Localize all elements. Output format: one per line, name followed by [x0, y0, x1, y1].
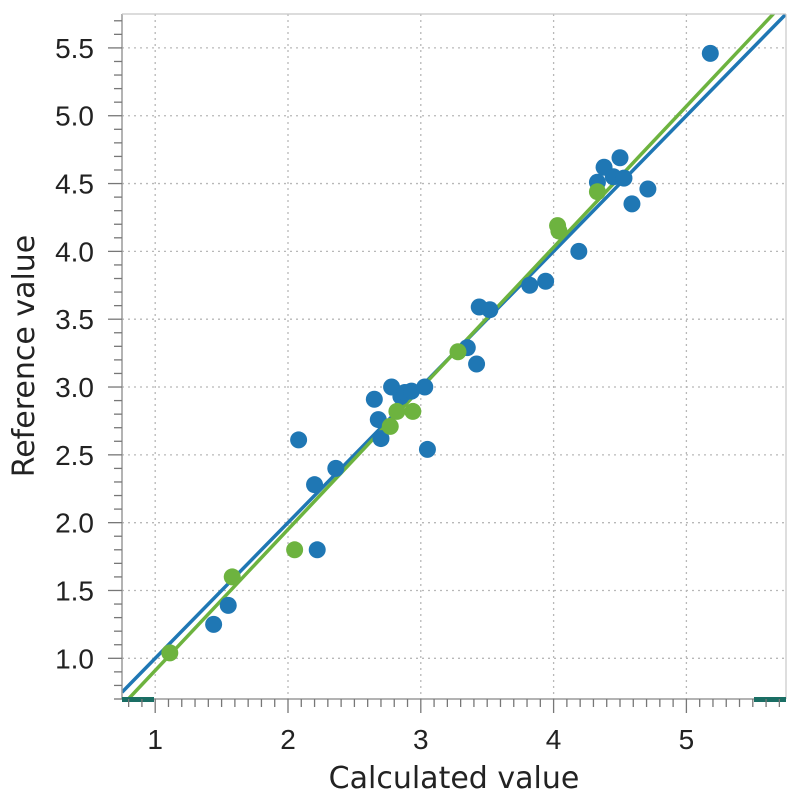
y-tick-label: 4.0	[55, 236, 94, 267]
data-point-series-1	[365, 390, 383, 408]
y-axis-ticks: 1.0 1.5 2.0 2.5 3.0 3.5 4.0 4.5 5.0 5.5	[55, 20, 122, 700]
data-points	[161, 44, 719, 662]
data-point-series-1	[481, 301, 499, 319]
x-axis-end-marker	[754, 697, 786, 702]
y-tick-label: 3.5	[55, 304, 94, 335]
data-point-series-1	[537, 272, 555, 290]
data-point-series-1	[308, 541, 326, 559]
y-tick-label: 3.0	[55, 372, 94, 403]
x-tick-label: 2	[280, 724, 296, 755]
y-tick-label: 1.5	[55, 575, 94, 606]
data-point-series-1	[219, 596, 237, 614]
x-axis-start-marker	[122, 697, 154, 702]
data-point-series-1	[468, 355, 486, 373]
y-tick-label: 2.5	[55, 440, 94, 471]
data-point-series-2	[161, 644, 179, 662]
data-point-series-1	[570, 242, 588, 260]
data-point-series-1	[615, 169, 633, 187]
data-point-series-1	[701, 44, 719, 62]
x-tick-label: 5	[679, 724, 695, 755]
data-point-series-2	[381, 417, 399, 435]
data-point-series-1	[611, 149, 629, 167]
data-point-series-2	[223, 568, 241, 586]
data-point-series-1	[416, 378, 434, 396]
axes	[121, 13, 787, 702]
gridlines	[122, 14, 786, 699]
x-tick-label: 3	[413, 724, 429, 755]
data-point-series-2	[286, 541, 304, 559]
data-point-series-1	[623, 195, 641, 213]
data-point-series-2	[588, 183, 606, 201]
x-axis-ticks: 1 2 3 4 5	[127, 699, 781, 755]
data-point-series-1	[403, 382, 421, 400]
x-axis-title: Calculated value	[329, 761, 580, 796]
y-tick-label: 2.0	[55, 508, 94, 539]
data-point-series-1	[205, 615, 223, 633]
data-point-series-2	[404, 402, 422, 420]
data-point-series-1	[290, 431, 308, 449]
data-point-series-2	[550, 222, 568, 240]
data-point-series-1	[372, 430, 390, 448]
data-point-series-1	[639, 180, 657, 198]
data-point-series-2	[449, 343, 467, 361]
data-point-series-1	[306, 476, 324, 494]
data-point-series-1	[521, 276, 539, 294]
y-tick-label: 5.5	[55, 33, 94, 64]
data-point-series-1	[418, 440, 436, 458]
y-tick-label: 5.0	[55, 101, 94, 132]
y-tick-label: 4.5	[55, 169, 94, 200]
data-point-series-1	[327, 459, 345, 477]
x-tick-label: 4	[546, 724, 562, 755]
x-tick-label: 1	[147, 724, 163, 755]
data-point-series-2	[388, 402, 406, 420]
y-axis-title: Reference value	[7, 235, 42, 478]
y-tick-label: 1.0	[55, 643, 94, 674]
